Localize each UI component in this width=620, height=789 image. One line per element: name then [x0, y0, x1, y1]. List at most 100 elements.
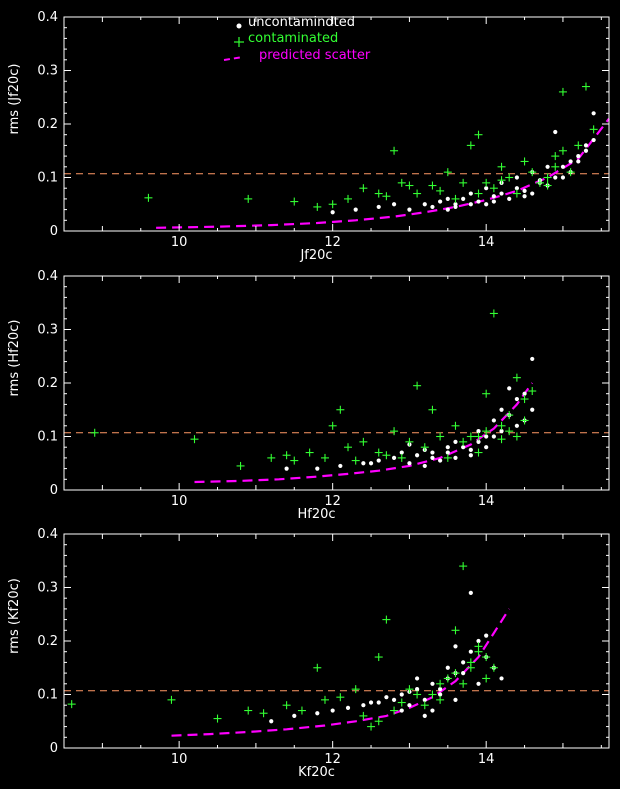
contaminated-point: [543, 181, 552, 190]
y-tick-label: 0: [50, 483, 58, 498]
contaminated-point: [566, 168, 575, 177]
uncontaminated-point: [461, 660, 466, 665]
uncontaminated-point: [453, 697, 458, 702]
uncontaminated-point: [438, 458, 443, 463]
uncontaminated-point: [414, 687, 420, 692]
contaminated-point: [520, 157, 529, 166]
contaminated-point: [443, 453, 452, 462]
uncontaminated-point: [445, 445, 450, 450]
uncontaminated-point: [553, 129, 558, 135]
uncontaminated-point: [269, 719, 274, 724]
uncontaminated-point: [583, 148, 589, 153]
contaminated-point: [397, 178, 406, 187]
contaminated-point: [359, 711, 368, 720]
contaminated-point: [459, 562, 468, 571]
y-axis-label: rms (Hf20c): [7, 320, 22, 397]
uncontaminated-point: [368, 700, 374, 705]
uncontaminated-point: [461, 671, 466, 676]
contaminated-point: [451, 421, 460, 430]
contaminated-point: [244, 706, 253, 715]
uncontaminated-point: [338, 463, 343, 469]
uncontaminated-point: [499, 191, 504, 196]
uncontaminated-point: [445, 450, 450, 455]
uncontaminated-point: [468, 453, 473, 458]
panel-k-band: 10 12 14 0 0.1 0.2 0.3 0.4 Kf20c rms (Kf20c): [7, 527, 610, 780]
contaminated-point: [359, 184, 368, 193]
contaminated-point: [282, 451, 291, 460]
uncontaminated-point: [376, 204, 381, 210]
contaminated-point: [512, 432, 521, 441]
contaminated-point: [244, 194, 253, 203]
uncontaminated-point: [499, 407, 504, 412]
uncontaminated-point: [491, 418, 496, 423]
contaminated-point: [451, 626, 460, 635]
contaminated-point: [551, 162, 560, 171]
contaminated-point: [528, 387, 537, 396]
uncontaminated-point: [476, 439, 481, 444]
contaminated-point: [382, 451, 391, 460]
uncontaminated-point: [422, 202, 427, 207]
uncontaminated-point: [545, 164, 550, 169]
contaminated-point: [413, 189, 422, 198]
legend-uncontaminated-marker: [236, 23, 242, 29]
x-tick-label: 12: [324, 752, 341, 767]
contaminated-point: [290, 197, 299, 206]
uncontaminated-point: [514, 423, 519, 428]
y-tick-label: 0.2: [37, 117, 58, 132]
contaminated-point: [374, 189, 383, 198]
uncontaminated-point: [522, 391, 527, 396]
x-axis-label: Jf20c: [299, 248, 332, 263]
uncontaminated-point: [438, 687, 443, 692]
uncontaminated-point: [553, 175, 558, 180]
x-tick-label: 12: [324, 494, 341, 509]
predicted-scatter-line: [171, 608, 511, 737]
y-axis-label: rms (Jf20c): [7, 64, 22, 135]
uncontaminated-point: [491, 194, 496, 199]
x-tick-label: 14: [478, 235, 495, 250]
uncontaminated-point: [384, 695, 389, 700]
uncontaminated-point: [430, 455, 435, 460]
uncontaminated-point: [576, 159, 581, 164]
contaminated-point: [67, 700, 76, 709]
uncontaminated-point: [414, 676, 420, 681]
contaminated-point: [466, 141, 475, 150]
uncontaminated-point: [453, 439, 458, 444]
contaminated-point: [489, 663, 498, 672]
x-tick-label: 10: [171, 494, 188, 509]
uncontaminated-point: [568, 159, 573, 164]
uncontaminated-point: [514, 396, 519, 402]
uncontaminated-point: [438, 199, 443, 204]
uncontaminated-point: [491, 434, 496, 439]
uncontaminated-point: [430, 204, 435, 210]
predicted-scatter-line: [194, 382, 534, 484]
contaminated-point: [558, 146, 567, 155]
contaminated-point: [336, 405, 345, 414]
contaminated-point: [313, 202, 322, 211]
uncontaminated-point: [353, 207, 358, 212]
legend: uncontamindted contaminated predicted sc…: [223, 15, 371, 63]
contaminated-point: [236, 461, 245, 470]
uncontaminated-point: [530, 191, 535, 196]
predicted-scatter-line: [156, 118, 610, 229]
uncontaminated-point: [453, 644, 458, 649]
contaminated-point: [474, 189, 483, 198]
uncontaminated-point: [576, 154, 581, 159]
contaminated-point: [413, 381, 422, 390]
x-tick-label: 10: [171, 752, 188, 767]
contaminated-point: [313, 663, 322, 672]
contaminated-point: [436, 186, 445, 195]
uncontaminated-point: [468, 590, 473, 595]
uncontaminated-point: [484, 434, 489, 439]
contaminated-point: [267, 453, 276, 462]
contaminated-point: [505, 411, 514, 420]
contaminated-point: [320, 453, 329, 462]
contaminated-point: [428, 181, 437, 190]
contaminated-point: [144, 193, 153, 202]
uncontaminated-point: [514, 175, 519, 180]
y-tick-label: 0.3: [37, 581, 58, 596]
contaminated-point: [443, 168, 452, 177]
contaminated-point: [413, 690, 422, 699]
y-tick-label: 0.1: [37, 171, 58, 186]
contaminated-point: [336, 693, 345, 702]
